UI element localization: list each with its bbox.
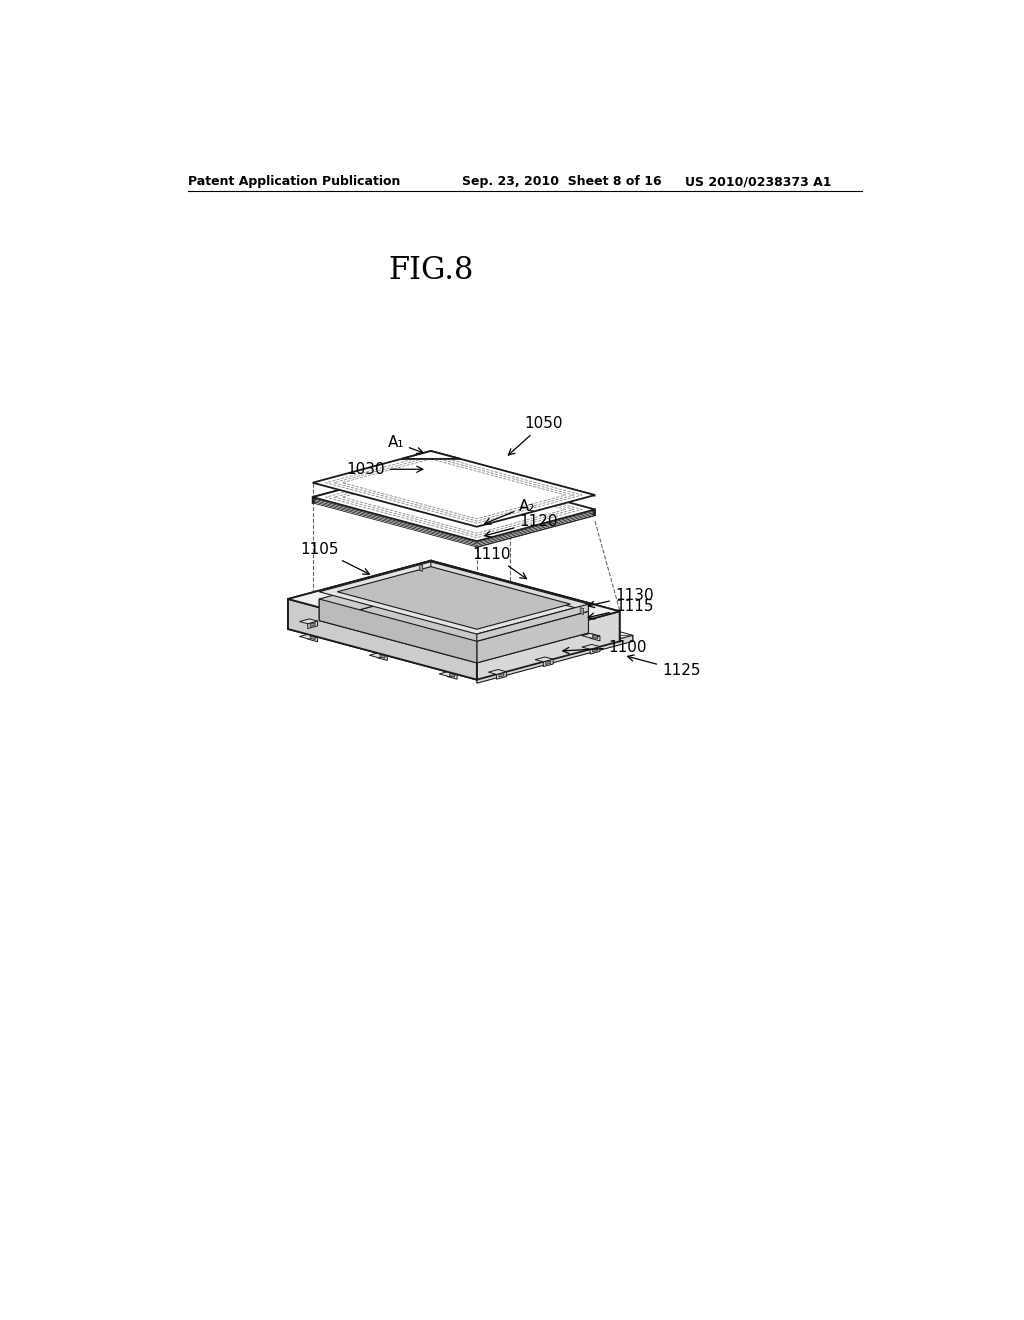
Polygon shape (319, 599, 477, 663)
Polygon shape (582, 634, 600, 639)
Text: Patent Application Publication: Patent Application Publication (188, 176, 400, 187)
Polygon shape (420, 565, 423, 572)
Polygon shape (582, 644, 600, 649)
Polygon shape (288, 599, 477, 680)
Polygon shape (312, 451, 595, 527)
Polygon shape (401, 451, 461, 459)
Text: 1105: 1105 (300, 541, 370, 574)
Polygon shape (310, 636, 315, 640)
Polygon shape (393, 594, 412, 599)
Polygon shape (593, 648, 597, 652)
Polygon shape (431, 561, 620, 642)
Polygon shape (536, 657, 553, 661)
Polygon shape (312, 466, 595, 541)
Polygon shape (319, 562, 589, 634)
Polygon shape (378, 653, 387, 660)
Text: Sep. 23, 2010  Sheet 8 of 16: Sep. 23, 2010 Sheet 8 of 16 (462, 176, 662, 187)
Polygon shape (288, 590, 620, 680)
Polygon shape (477, 611, 620, 680)
Polygon shape (512, 615, 530, 619)
Polygon shape (477, 611, 589, 663)
Polygon shape (499, 673, 504, 677)
Polygon shape (439, 672, 457, 677)
Polygon shape (312, 466, 431, 503)
Polygon shape (497, 672, 507, 680)
Polygon shape (308, 635, 317, 642)
Polygon shape (453, 598, 458, 602)
Polygon shape (450, 673, 455, 677)
Polygon shape (310, 623, 315, 627)
Text: 1110: 1110 (472, 546, 526, 578)
Polygon shape (590, 647, 600, 655)
Polygon shape (581, 607, 584, 614)
Text: 1125: 1125 (628, 655, 700, 678)
Polygon shape (590, 634, 600, 642)
Polygon shape (451, 595, 461, 603)
Text: 1130: 1130 (588, 587, 653, 607)
Polygon shape (442, 595, 461, 601)
Polygon shape (477, 635, 633, 684)
Polygon shape (370, 653, 387, 657)
Polygon shape (337, 566, 570, 630)
Polygon shape (520, 615, 530, 622)
Polygon shape (431, 569, 589, 632)
Polygon shape (312, 471, 595, 546)
Polygon shape (447, 672, 457, 680)
Text: 1030: 1030 (346, 462, 423, 477)
Polygon shape (477, 510, 595, 546)
Polygon shape (431, 451, 595, 496)
Polygon shape (288, 561, 620, 649)
Text: 1050: 1050 (508, 416, 563, 455)
Polygon shape (319, 569, 431, 620)
Text: A₂: A₂ (484, 499, 536, 524)
Text: 1115: 1115 (588, 599, 653, 619)
Polygon shape (312, 469, 595, 544)
Polygon shape (288, 561, 431, 630)
Text: US 2010/0238373 A1: US 2010/0238373 A1 (685, 176, 831, 187)
Polygon shape (312, 467, 595, 543)
Polygon shape (544, 659, 553, 667)
Polygon shape (488, 669, 507, 675)
Polygon shape (546, 661, 551, 664)
Text: FIG.8: FIG.8 (388, 255, 473, 285)
Polygon shape (300, 635, 317, 639)
Text: A₁: A₁ (387, 436, 423, 454)
Polygon shape (523, 616, 527, 620)
Polygon shape (403, 598, 409, 602)
Polygon shape (300, 619, 317, 624)
Polygon shape (312, 470, 595, 545)
Text: 1120: 1120 (484, 513, 558, 537)
Text: 1100: 1100 (563, 640, 647, 655)
Polygon shape (319, 590, 589, 663)
Polygon shape (593, 635, 597, 639)
Polygon shape (380, 655, 385, 659)
Polygon shape (431, 581, 633, 642)
Polygon shape (431, 562, 589, 611)
Polygon shape (308, 622, 317, 628)
Polygon shape (401, 595, 412, 603)
Polygon shape (477, 605, 589, 642)
Polygon shape (431, 581, 633, 635)
